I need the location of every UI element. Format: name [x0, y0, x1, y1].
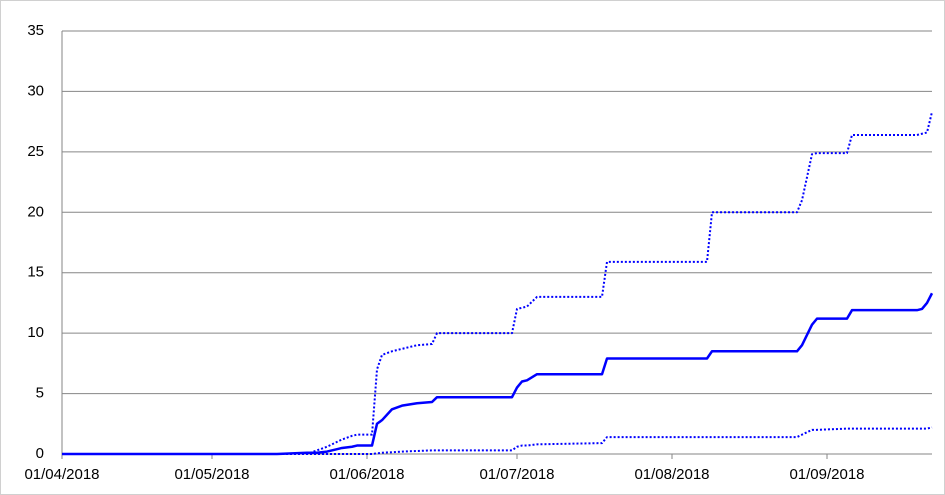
x-tick-label: 01/06/2018	[329, 466, 404, 483]
y-tick-label: 5	[36, 385, 44, 402]
y-tick-label: 30	[27, 82, 44, 99]
series-line	[62, 111, 933, 455]
x-tick-label: 01/04/2018	[24, 466, 99, 483]
series-line	[62, 426, 933, 455]
x-tick-label: 01/08/2018	[634, 466, 709, 483]
x-tick-label: 01/07/2018	[479, 466, 554, 483]
y-tick-label: 15	[27, 264, 44, 281]
y-tick-label: 10	[27, 324, 44, 341]
y-tick-label: 35	[27, 22, 44, 39]
series-line	[62, 292, 934, 456]
x-tick-label: 01/09/2018	[789, 466, 864, 483]
y-tick-label: 25	[27, 143, 44, 160]
y-tick-label: 0	[36, 445, 44, 462]
y-tick-label: 20	[27, 203, 44, 220]
x-tick-label: 01/05/2018	[174, 466, 249, 483]
